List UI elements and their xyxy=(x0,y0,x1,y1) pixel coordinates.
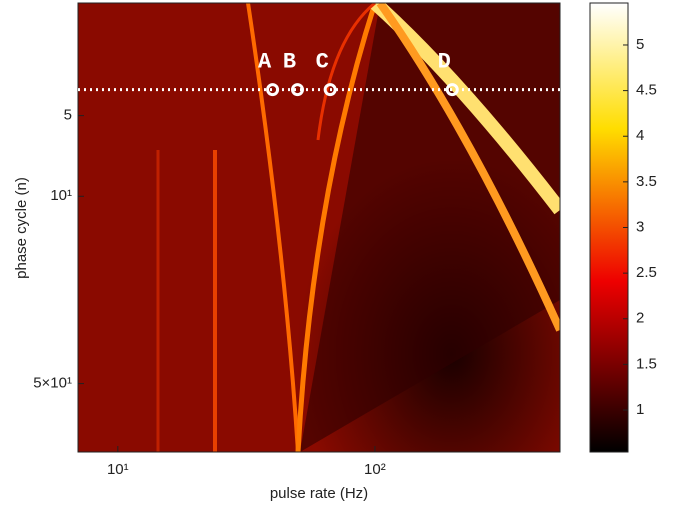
x-tick-label: 10¹ xyxy=(107,461,129,478)
plot-frame xyxy=(77,2,561,453)
annotation-marker xyxy=(323,83,337,97)
colorbar-tick-label: 3.5 xyxy=(636,173,657,190)
y-axis-label: phase cycle (n) xyxy=(13,177,30,279)
annotation-label: C xyxy=(316,49,329,74)
colorbar-tick-label: 3 xyxy=(636,218,644,235)
colorbar xyxy=(589,2,629,453)
y-tick-label: 5×10¹ xyxy=(33,375,72,392)
colorbar-tick-label: 1 xyxy=(636,401,644,418)
colorbar-tick-label: 2 xyxy=(636,310,644,327)
colorbar-tick-label: 5 xyxy=(636,36,644,53)
colorbar-tick-label: 4 xyxy=(636,127,644,144)
y-tick-label: 10¹ xyxy=(50,187,72,204)
x-tick-label: 10² xyxy=(364,461,386,478)
colorbar-tick-label: 2.5 xyxy=(636,264,657,281)
x-axis-label: pulse rate (Hz) xyxy=(270,485,368,502)
y-tick-label: 5 xyxy=(64,107,72,124)
annotation-label: B xyxy=(283,49,296,74)
annotation-marker xyxy=(266,83,280,97)
annotation-label: D xyxy=(438,49,451,74)
annotation-marker xyxy=(445,83,459,97)
annotation-marker xyxy=(290,83,304,97)
colorbar-tick-label: 4.5 xyxy=(636,82,657,99)
heatmap xyxy=(78,3,560,452)
colorbar-tick-label: 1.5 xyxy=(636,355,657,372)
annotation-label: A xyxy=(258,49,272,74)
